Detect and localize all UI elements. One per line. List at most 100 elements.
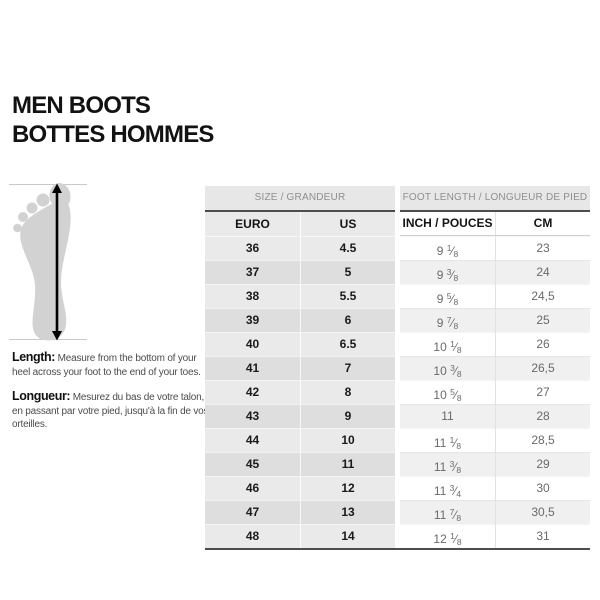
table-row: 37 5 9 3⁄8 24 (205, 260, 590, 284)
length-arrow-icon (52, 183, 62, 341)
us-size-cell: 12 (300, 476, 395, 500)
us-size-cell: 8 (300, 380, 395, 404)
us-size-cell: 5 (300, 260, 395, 284)
foot-silhouette (13, 183, 71, 341)
column-group-gap (395, 236, 400, 260)
us-size-cell: 4.5 (300, 236, 395, 260)
cm-length-cell: 28,5 (495, 428, 590, 452)
group-header-foot-length: FOOT LENGTH / LONGUEUR DE PIED (400, 186, 590, 212)
inch-length-cell: 11 3⁄4 (400, 476, 495, 500)
col-header-us: US (300, 212, 395, 236)
note-longueur-label: Longueur: (12, 389, 71, 403)
inch-length-cell: 9 3⁄8 (400, 260, 495, 284)
title-line-en: MEN BOOTS (12, 92, 151, 119)
cm-length-cell: 26,5 (495, 356, 590, 380)
euro-size-cell: 45 (205, 452, 300, 476)
column-group-gap (395, 260, 400, 284)
measure-notes: Length: Measure from the bottom of your … (12, 350, 212, 443)
us-size-cell: 6.5 (300, 332, 395, 356)
inch-length-cell: 11 1⁄8 (400, 428, 495, 452)
cm-length-cell: 30,5 (495, 500, 590, 524)
inch-length-cell: 9 7⁄8 (400, 308, 495, 332)
table-row: 46 12 11 3⁄4 30 (205, 476, 590, 500)
euro-size-cell: 42 (205, 380, 300, 404)
inch-length-cell: 10 3⁄8 (400, 356, 495, 380)
table-body: 36 4.5 9 1⁄8 23 37 5 9 3⁄8 24 38 5.5 9 5⁄8 24,5 39 6 9… (205, 236, 590, 548)
cm-length-cell: 23 (495, 236, 590, 260)
us-size-cell: 9 (300, 404, 395, 428)
table-row: 36 4.5 9 1⁄8 23 (205, 236, 590, 260)
euro-size-cell: 48 (205, 524, 300, 548)
cm-length-cell: 30 (495, 476, 590, 500)
column-group-gap (395, 452, 400, 476)
us-size-cell: 7 (300, 356, 395, 380)
column-group-gap (395, 476, 400, 500)
column-group-gap (395, 500, 400, 524)
euro-size-cell: 40 (205, 332, 300, 356)
note-length-text: Measure from the bottom of your heel acr… (12, 353, 201, 378)
table-row: 38 5.5 9 5⁄8 24,5 (205, 284, 590, 308)
inch-length-cell: 9 1⁄8 (400, 236, 495, 260)
size-table: SIZE / GRANDEUR FOOT LENGTH / LONGUEUR D… (205, 186, 590, 550)
inch-length-cell: 11 7⁄8 (400, 500, 495, 524)
column-group-gap (395, 212, 400, 236)
table-row: 43 9 11 28 (205, 404, 590, 428)
column-group-gap (395, 404, 400, 428)
note-length-label: Length: (12, 350, 56, 364)
column-group-gap (395, 332, 400, 356)
col-header-inch: INCH / POUCES (400, 212, 495, 236)
column-group-gap (395, 380, 400, 404)
col-header-euro: EURO (205, 212, 300, 236)
note-longueur-text: Mesurez du bas de votre talon, en passan… (12, 392, 209, 430)
inch-length-cell: 10 5⁄8 (400, 380, 495, 404)
cm-length-cell: 24 (495, 260, 590, 284)
note-longueur: Longueur: Mesurez du bas de votre talon,… (12, 389, 212, 432)
cm-length-cell: 24,5 (495, 284, 590, 308)
us-size-cell: 14 (300, 524, 395, 548)
cm-length-cell: 25 (495, 308, 590, 332)
column-header-row: EURO US INCH / POUCES CM (205, 212, 590, 236)
table-row: 39 6 9 7⁄8 25 (205, 308, 590, 332)
euro-size-cell: 46 (205, 476, 300, 500)
cm-length-cell: 31 (495, 524, 590, 548)
us-size-cell: 10 (300, 428, 395, 452)
inch-length-cell: 11 3⁄8 (400, 452, 495, 476)
inch-length-cell: 10 1⁄8 (400, 332, 495, 356)
us-size-cell: 13 (300, 500, 395, 524)
column-group-gap (395, 284, 400, 308)
euro-size-cell: 39 (205, 308, 300, 332)
table-row: 45 11 11 3⁄8 29 (205, 452, 590, 476)
euro-size-cell: 47 (205, 500, 300, 524)
note-length: Length: Measure from the bottom of your … (12, 350, 212, 379)
title-line-fr: BOTTES HOMMES (12, 121, 214, 148)
column-group-gap (395, 186, 400, 212)
column-group-gap (395, 308, 400, 332)
group-header-size: SIZE / GRANDEUR (205, 186, 395, 212)
col-header-cm: CM (495, 212, 590, 236)
cm-length-cell: 26 (495, 332, 590, 356)
euro-size-cell: 38 (205, 284, 300, 308)
euro-size-cell: 41 (205, 356, 300, 380)
us-size-cell: 11 (300, 452, 395, 476)
column-group-gap (395, 524, 400, 548)
euro-size-cell: 37 (205, 260, 300, 284)
foot-measure-diagram (8, 180, 88, 344)
us-size-cell: 5.5 (300, 284, 395, 308)
euro-size-cell: 44 (205, 428, 300, 452)
foot-icon (9, 183, 87, 341)
table-row: 48 14 12 1⁄8 31 (205, 524, 590, 548)
inch-length-cell: 12 1⁄8 (400, 524, 495, 548)
us-size-cell: 6 (300, 308, 395, 332)
page-title: MEN BOOTS BOTTES HOMMES (12, 91, 214, 149)
euro-size-cell: 36 (205, 236, 300, 260)
cm-length-cell: 28 (495, 404, 590, 428)
table-row: 47 13 11 7⁄8 30,5 (205, 500, 590, 524)
euro-size-cell: 43 (205, 404, 300, 428)
table-row: 40 6.5 10 1⁄8 26 (205, 332, 590, 356)
group-header-row: SIZE / GRANDEUR FOOT LENGTH / LONGUEUR D… (205, 186, 590, 212)
inch-length-cell: 9 5⁄8 (400, 284, 495, 308)
table-row: 41 7 10 3⁄8 26,5 (205, 356, 590, 380)
cm-length-cell: 29 (495, 452, 590, 476)
column-group-gap (395, 356, 400, 380)
column-group-gap (395, 428, 400, 452)
